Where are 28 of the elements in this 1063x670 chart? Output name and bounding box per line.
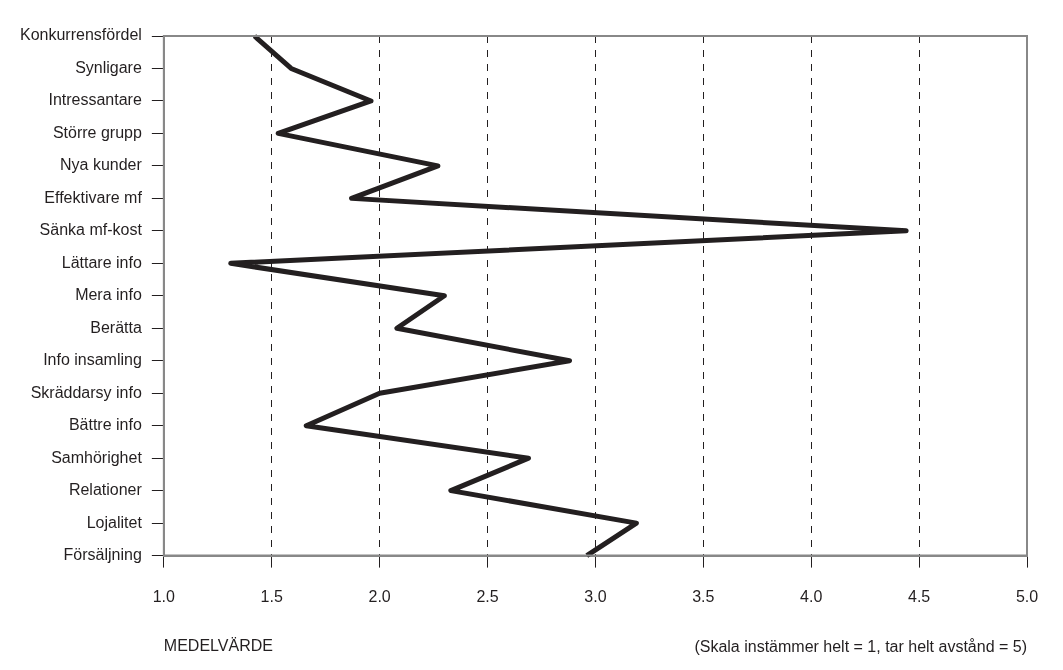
x-tick-label: 1.5: [260, 587, 283, 605]
y-tick-label: Nya kunder: [60, 156, 143, 174]
y-tick-label: Lättare info: [61, 253, 142, 271]
y-tick-label: Intressantare: [48, 91, 142, 109]
x-axis-title: MEDELVÄRDE: [163, 636, 273, 654]
x-tick-label: 4.0: [800, 587, 823, 605]
y-tick-label: Bättre info: [68, 416, 142, 434]
x-tick-label: 2.5: [476, 587, 499, 605]
y-tick-label: Effektivare mf: [44, 188, 143, 206]
y-tick-label: Berätta: [90, 318, 142, 336]
x-tick-label: 2.0: [368, 587, 391, 605]
y-tick-label: Info insamling: [43, 351, 142, 369]
y-tick-label: Relationer: [68, 481, 143, 499]
y-tick-label: Försäljning: [63, 546, 142, 564]
x-tick-label: 3.0: [584, 587, 607, 605]
x-tick-label: 5.0: [1015, 587, 1039, 605]
y-tick-label: Sänka mf-kost: [39, 221, 143, 239]
y-tick-label: Skräddarsy info: [30, 383, 142, 401]
x-tick-label: 3.5: [692, 587, 715, 605]
y-tick-label: Lojalitet: [86, 513, 143, 531]
y-tick-label: Mera info: [75, 286, 142, 304]
x-tick-label: 1.0: [152, 587, 176, 605]
y-tick-label: Konkurrensfördel: [20, 26, 142, 44]
y-tick-label: Synligare: [75, 58, 142, 76]
text: (Skala instämmer helt = 1, tar helt avstånd = 5): [694, 638, 1027, 656]
x-tick-label: 4.5: [907, 587, 931, 605]
y-tick-label: Större grupp: [52, 123, 142, 141]
y-tick-label: Samhörighet: [51, 448, 143, 466]
